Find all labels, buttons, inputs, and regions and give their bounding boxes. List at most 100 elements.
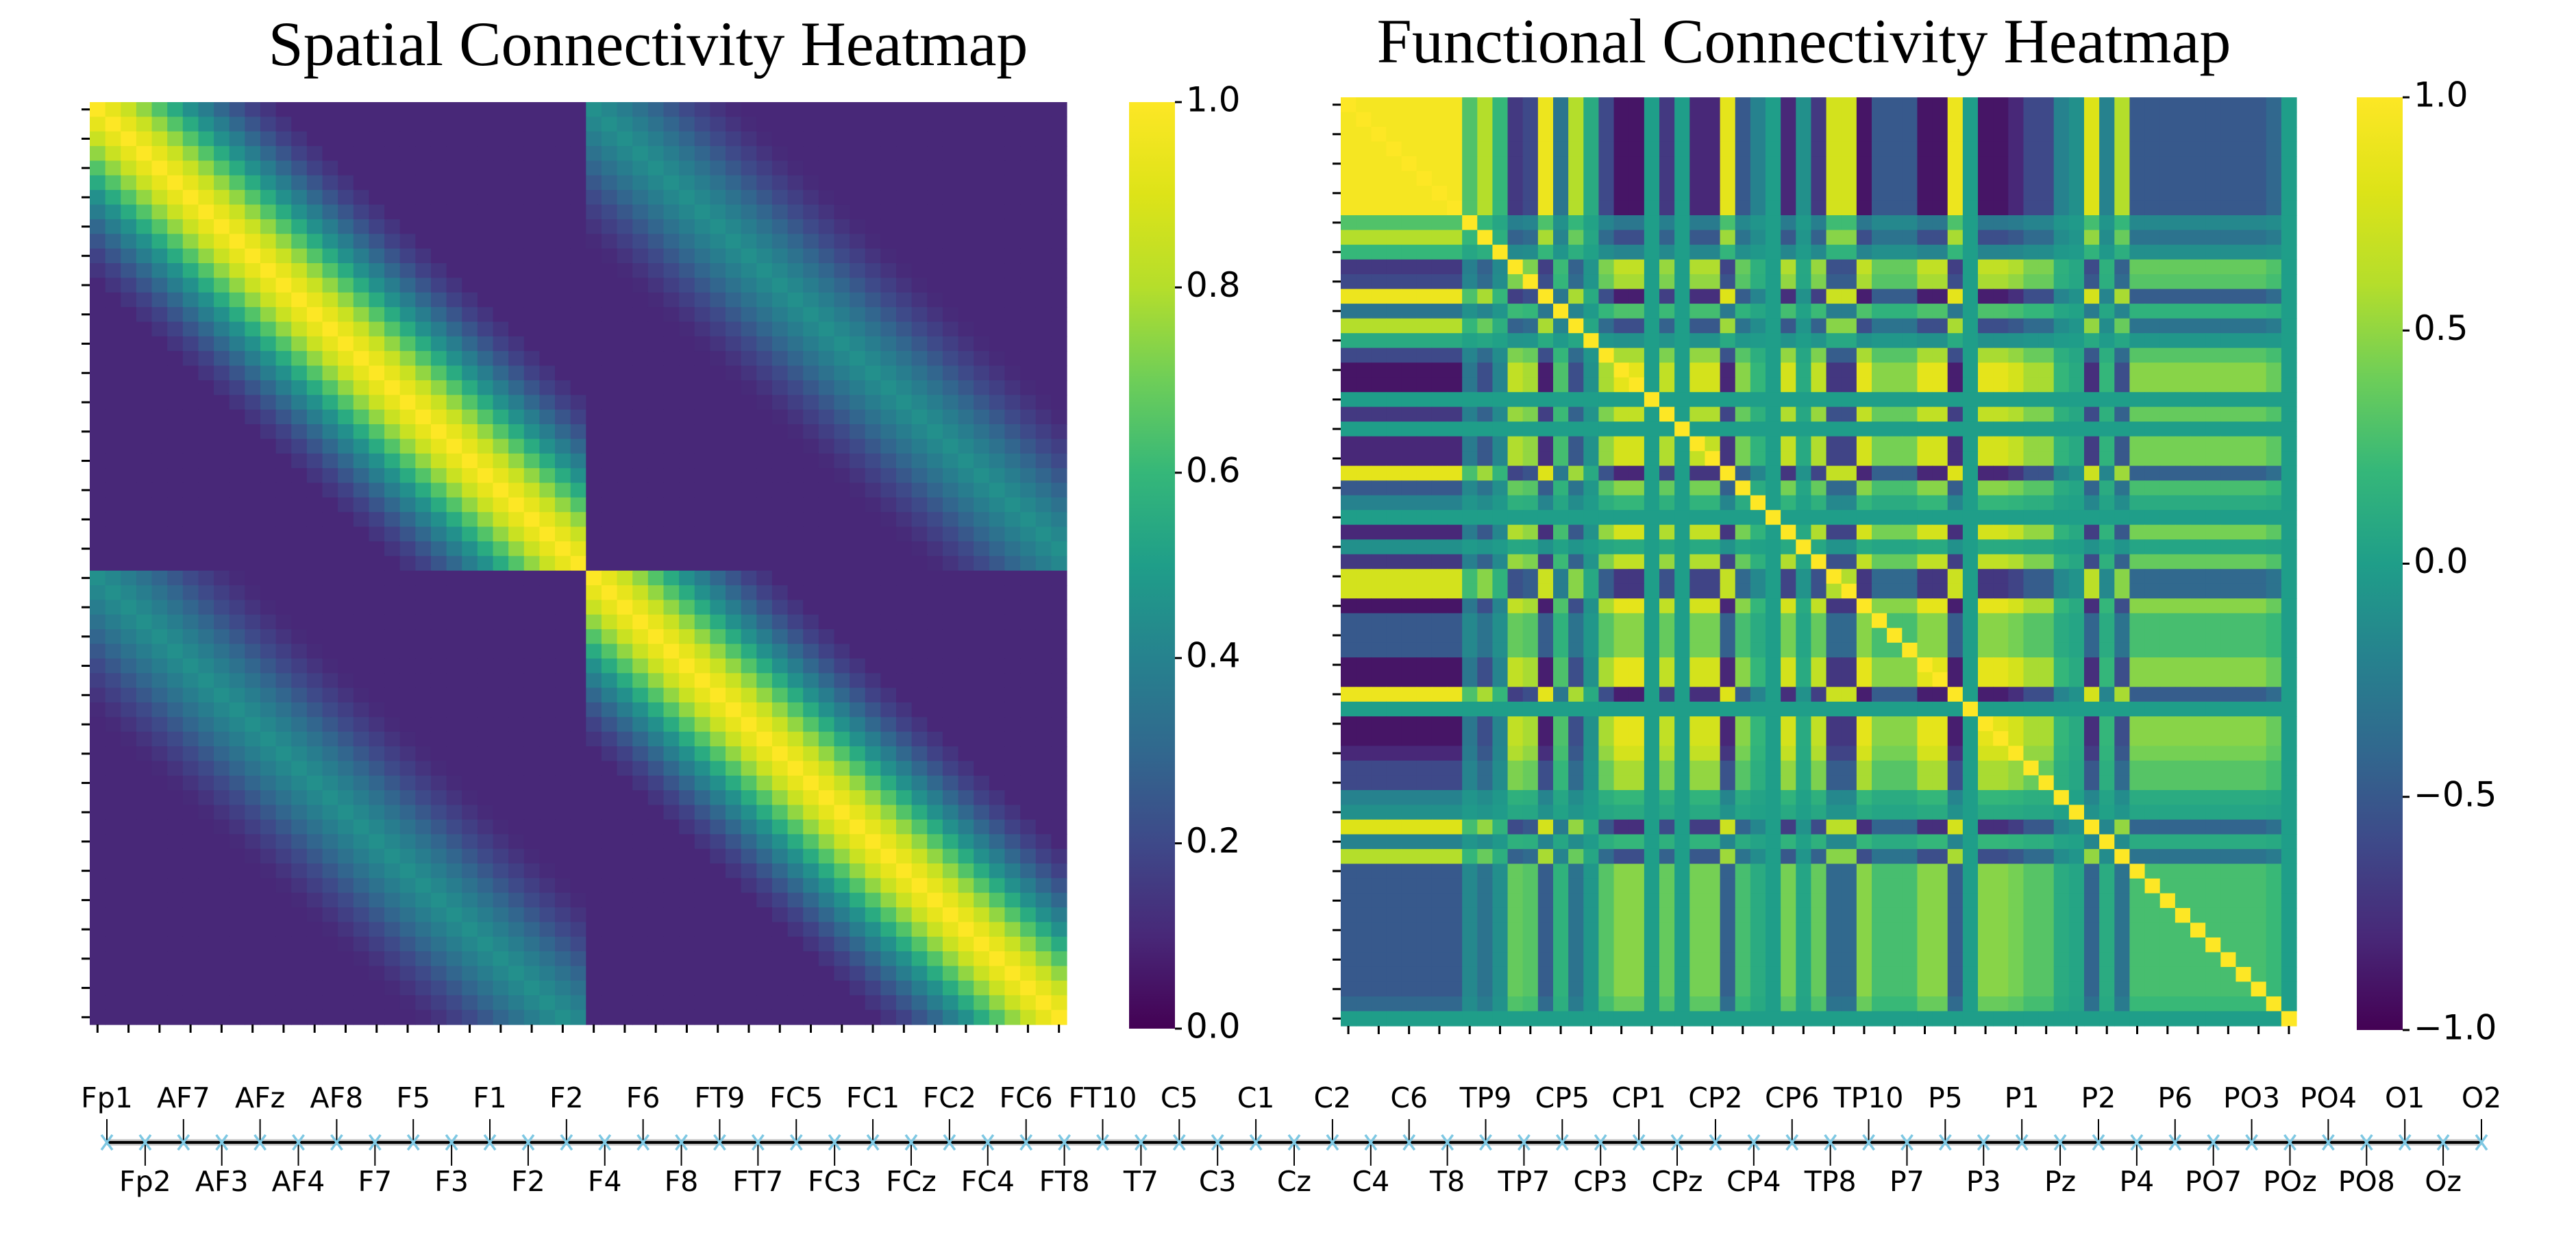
spatial-cell [601, 980, 618, 996]
spatial-cell [787, 658, 804, 674]
spatial-cell [291, 775, 308, 791]
spatial-cell [306, 790, 323, 806]
spatial-cell [726, 131, 742, 147]
spatial-cell [663, 541, 680, 556]
functional-cell [1917, 304, 1933, 319]
spatial-cell [694, 746, 710, 762]
functional-cell [1947, 171, 1964, 186]
spatial-cell [523, 263, 541, 278]
spatial-cell [167, 980, 184, 996]
spatial-cell [880, 600, 897, 615]
functional-cell [2175, 215, 2191, 231]
spatial-cell [1051, 439, 1067, 454]
spatial-cell [818, 1009, 835, 1025]
spatial-cell [632, 775, 649, 791]
spatial-cell [647, 629, 665, 645]
spatial-cell [710, 966, 726, 981]
spatial-cell [260, 395, 277, 410]
spatial-cell [726, 995, 742, 1011]
spatial-cell [167, 117, 184, 132]
spatial-cell [508, 497, 525, 513]
spatial-cell [1051, 819, 1067, 835]
functional-cell [1917, 289, 1933, 304]
spatial-cell [974, 380, 990, 395]
spatial-cell [539, 117, 556, 132]
spatial-cell [121, 1009, 137, 1025]
spatial-cell [1004, 424, 1021, 439]
spatial-cell [369, 790, 385, 806]
spatial-cell [787, 966, 804, 981]
spatial-cell [896, 160, 913, 176]
spatial-cell [229, 146, 245, 162]
spatial-cell [679, 936, 695, 952]
spatial-cell [462, 497, 478, 513]
spatial-cell [726, 673, 742, 689]
spatial-cell [322, 131, 338, 147]
spatial-cell [880, 1009, 897, 1025]
spatial-cell [214, 600, 230, 615]
spatial-cell [291, 922, 308, 938]
spatial-cell [586, 409, 602, 425]
functional-cell [1583, 112, 1600, 127]
spatial-cell [771, 556, 789, 572]
functional-cell [1841, 289, 1857, 304]
spatial-cell [1035, 644, 1052, 659]
spatial-cell [1020, 966, 1037, 981]
spatial-cell [493, 219, 509, 234]
spatial-cell [586, 117, 602, 132]
spatial-cell [834, 512, 850, 528]
spatial-cell [275, 834, 292, 850]
spatial-cell [741, 409, 757, 425]
spatial-cell [260, 1009, 277, 1025]
functional-cell [1507, 289, 1524, 304]
spatial-cell [601, 409, 618, 425]
spatial-cell [834, 922, 850, 938]
spatial-cell [1051, 248, 1067, 264]
functional-cell [1659, 112, 1675, 127]
spatial-cell [1035, 834, 1052, 850]
functional-cell [2144, 274, 2161, 290]
spatial-cell [214, 570, 230, 586]
spatial-cell [214, 878, 230, 894]
functional-cell [1386, 245, 1402, 260]
spatial-cell [260, 966, 277, 981]
spatial-cell [726, 175, 742, 191]
spatial-cell [1035, 541, 1052, 556]
spatial-cell [291, 673, 308, 689]
spatial-cell [617, 234, 633, 249]
spatial-cell [803, 892, 819, 908]
spatial-cell [121, 190, 137, 206]
spatial-cell [275, 541, 292, 556]
spatial-cell [90, 819, 106, 835]
spatial-cell [384, 351, 401, 367]
functional-cell [1932, 127, 1948, 143]
functional-cell [1416, 112, 1433, 127]
spatial-cell [399, 1009, 416, 1025]
spatial-cell [555, 146, 571, 162]
functional-cell [1872, 112, 1887, 127]
spatial-cell [1020, 600, 1037, 615]
spatial-cell [1051, 424, 1067, 439]
spatial-cell [601, 146, 618, 162]
spatial-cell [90, 600, 106, 615]
spatial-cell [880, 117, 897, 132]
spatial-cell [570, 834, 586, 850]
spatial-cell [694, 409, 710, 425]
functional-cell [2038, 112, 2055, 127]
spatial-cell [399, 190, 416, 206]
spatial-cell [1035, 424, 1052, 439]
spatial-cell [974, 453, 990, 469]
spatial-cell [399, 263, 416, 278]
spatial-cell [182, 190, 199, 206]
spatial-cell [151, 321, 168, 337]
functional-cell [1371, 186, 1387, 201]
functional-cell [1932, 215, 1948, 231]
spatial-cell [214, 526, 230, 542]
spatial-cell [911, 453, 928, 469]
spatial-cell [462, 219, 478, 234]
spatial-cell [555, 673, 571, 689]
spatial-cell [818, 131, 835, 147]
functional-cell [1522, 289, 1539, 304]
spatial-cell [90, 746, 106, 762]
functional-cell [2129, 289, 2146, 304]
